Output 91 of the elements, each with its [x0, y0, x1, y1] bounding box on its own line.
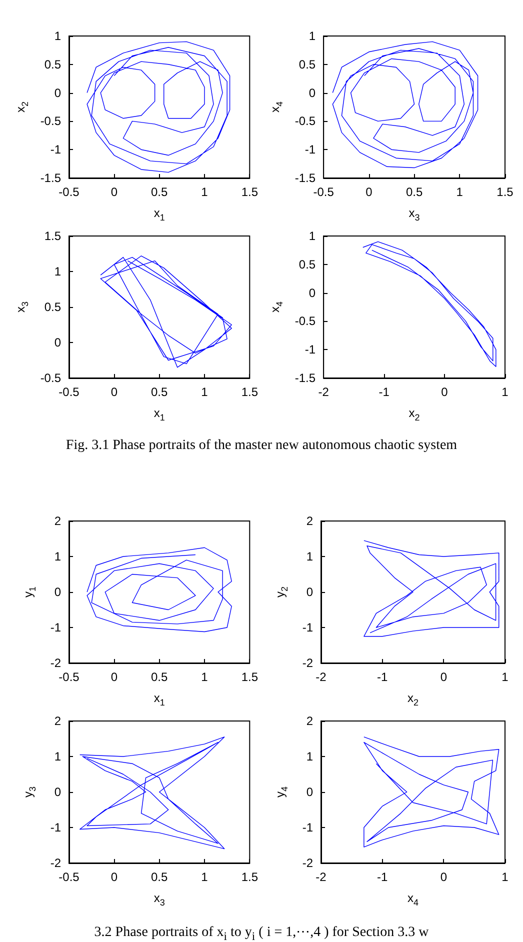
y-tick-label: 1	[54, 550, 62, 564]
line-series	[86, 41, 230, 173]
y-tick-label: 0	[54, 336, 62, 350]
line-series	[364, 540, 500, 637]
x-tick-label: 0	[110, 185, 118, 199]
y-tick-label: 2	[54, 714, 62, 728]
line-series	[100, 256, 232, 368]
line-series	[332, 41, 478, 168]
y-tick-label: 1	[306, 550, 314, 564]
x-tick-label: 0	[366, 185, 373, 199]
y-tick-label: 2	[306, 514, 314, 528]
y-axis-title: x3	[13, 301, 30, 313]
y-tick-label: -2	[302, 856, 314, 870]
y-axis-title: y4	[273, 786, 290, 798]
line-series	[86, 547, 232, 632]
x-tick-label: 1	[201, 185, 208, 199]
y-tick-label: -1.5	[40, 171, 62, 185]
y-tick-label: -2	[302, 656, 314, 670]
y-tick-label: 1	[54, 29, 62, 43]
y-tick-label: 0	[54, 585, 62, 599]
line-series	[364, 736, 500, 848]
y-tick-label: -1	[50, 620, 62, 634]
y-tick-label: 0.5	[298, 57, 316, 72]
y-tick-label: -1	[304, 342, 316, 357]
caption: Fig. 3.1 Phase portraits of the master new autonomous chaotic system	[64, 438, 458, 454]
x-tick-label: 1.5	[241, 670, 258, 684]
x-tick-label: 0.5	[406, 185, 423, 199]
y-axis-title: y3	[21, 786, 38, 798]
y-tick-label: 0.5	[44, 300, 62, 314]
y-tick-label: -2	[50, 856, 62, 870]
x-tick-label: 1	[502, 870, 509, 884]
x-tick-label: 1	[201, 385, 208, 399]
line-series	[362, 241, 496, 367]
x-tick-label: -2	[318, 385, 330, 399]
x-tick-label: 0.5	[150, 870, 168, 884]
x-tick-label: 1	[456, 185, 464, 199]
x-tick-label: 0	[441, 385, 448, 399]
y-tick-label: -0.5	[40, 371, 62, 385]
y-tick-label: -0.5	[40, 114, 62, 128]
x-tick-label: 0.5	[150, 385, 168, 399]
x-tick-label: 1.5	[241, 185, 258, 199]
x-tick-label: -1	[378, 385, 390, 399]
x-tick-label: 1.5	[496, 185, 514, 199]
y-tick-label: 0	[306, 785, 314, 799]
x-tick-label: 0	[110, 385, 118, 399]
y-tick-label: 0.5	[44, 57, 62, 72]
x-tick-label: 1	[201, 870, 208, 884]
y-tick-label: 0	[306, 585, 314, 599]
y-tick-label: -2	[50, 656, 62, 670]
y-tick-label: -1	[302, 620, 314, 634]
y-tick-label: 0	[308, 286, 316, 300]
x-tick-label: 0	[440, 870, 448, 884]
y-tick-label: 1	[308, 29, 316, 43]
x-tick-label: 0	[110, 870, 118, 884]
y-tick-label: 0.5	[298, 257, 316, 272]
y-tick-label: 2	[54, 514, 62, 528]
y-axis-title: y1	[21, 586, 38, 598]
y-tick-label: 1	[306, 750, 314, 764]
y-tick-label: -0.5	[294, 114, 316, 128]
y-tick-label: 1	[54, 264, 62, 278]
line-series	[79, 736, 225, 850]
y-tick-label: 1.5	[44, 229, 62, 243]
x-tick-label: 0	[110, 670, 118, 684]
x-tick-label: 0.5	[150, 185, 168, 199]
y-tick-label: -1	[302, 820, 314, 834]
y-axis-title: x4	[268, 301, 284, 313]
text: 3.2 Phase portraits of x$_{i}$ to y$_{i}$ ( i = 1,⋯,4 ) for Section 3.3 w	[93, 924, 430, 942]
y-tick-label: 0	[54, 86, 62, 100]
x-tick-label: 0.5	[150, 670, 168, 684]
y-tick-label: 1	[54, 750, 62, 764]
x-tick-label: -1	[376, 670, 388, 684]
y-tick-label: -1	[50, 142, 62, 157]
x-tick-label: 1	[502, 385, 509, 399]
x-tick-label: 1	[201, 670, 208, 684]
x-tick-label: 1.5	[241, 385, 258, 399]
y-axis-title: y2	[273, 586, 290, 598]
y-tick-label: -1	[50, 820, 62, 834]
y-axis-title: x4	[268, 101, 284, 113]
x-tick-label: 1	[502, 670, 509, 684]
x-tick-label: -1	[376, 870, 388, 884]
y-tick-label: 2	[306, 714, 314, 728]
y-tick-label: -0.5	[294, 314, 316, 328]
y-axis-title: x2	[13, 101, 30, 113]
y-tick-label: 0	[308, 86, 316, 100]
y-tick-label: -1	[304, 142, 316, 157]
x-tick-label: 1.5	[241, 870, 258, 884]
y-tick-label: -1.5	[294, 371, 316, 385]
x-tick-label: 0	[440, 670, 448, 684]
y-tick-label: 0	[54, 785, 62, 799]
y-tick-label: -1.5	[294, 171, 316, 185]
y-tick-label: 1	[308, 229, 316, 243]
